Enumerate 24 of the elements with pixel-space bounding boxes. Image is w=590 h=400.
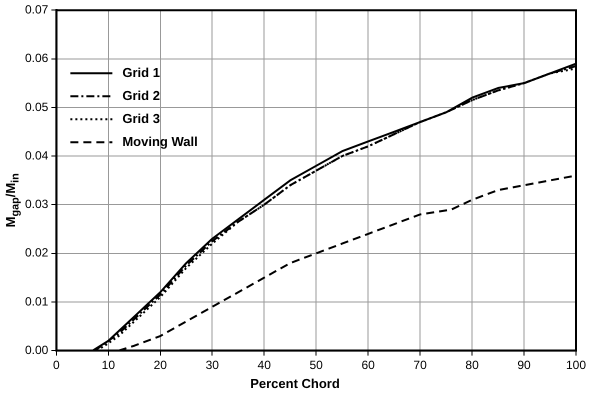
- y-tick-label: 0.02: [24, 246, 49, 260]
- x-tick-label: 40: [258, 358, 272, 372]
- x-tick-label: 50: [310, 358, 324, 372]
- x-tick-label: 20: [154, 358, 168, 372]
- y-tick-label: 0.05: [24, 100, 49, 114]
- x-tick-label: 0: [53, 358, 60, 372]
- x-tick-label: 30: [206, 358, 220, 372]
- y-tick-label: 0.00: [24, 342, 49, 357]
- y-tick-label: 0.03: [24, 197, 49, 212]
- legend-label: Grid 2: [122, 88, 160, 103]
- x-tick-label: 60: [361, 358, 376, 372]
- y-tick-label: 0.01: [24, 294, 49, 308]
- legend-label: Moving Wall: [122, 134, 198, 149]
- x-tick-label: 80: [465, 358, 480, 372]
- y-tick-label: 0.07: [24, 2, 49, 17]
- x-tick-label: 70: [413, 358, 428, 372]
- legend-label: Grid 3: [122, 110, 160, 126]
- x-tick-label: 90: [517, 358, 532, 372]
- legend-label: Grid 1: [122, 64, 160, 80]
- y-tick-label: 0.06: [24, 51, 49, 66]
- x-axis-title: Percent Chord: [249, 376, 341, 391]
- x-tick-label: 10: [102, 358, 116, 372]
- y-tick-label: 0.04: [24, 148, 49, 162]
- x-tick-label: 100: [566, 358, 586, 372]
